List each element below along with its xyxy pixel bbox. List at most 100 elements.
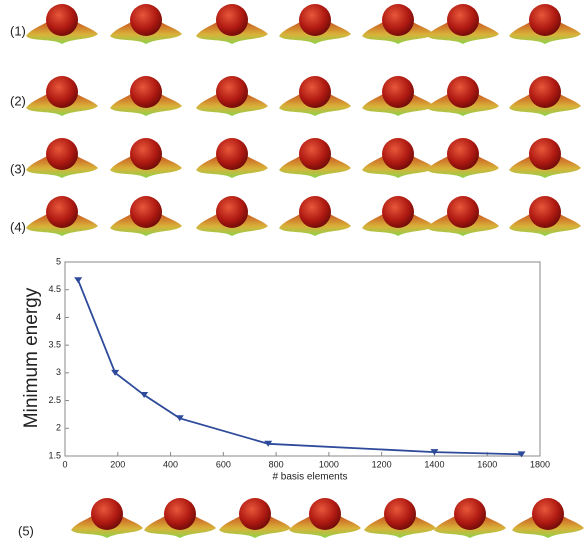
row-label: (1) [10,23,26,38]
shape-head [46,138,78,170]
shape-render [279,138,351,178]
shape-render [110,196,182,236]
data-marker [517,451,526,458]
shape-head [382,138,414,170]
shape-head [216,76,248,108]
data-line [77,279,522,456]
shape-render [289,498,361,538]
y-axis-label: Minimum energy [21,287,42,428]
data-marker [111,369,120,376]
shape-render [144,498,216,538]
shape-head [299,76,331,108]
shape-head [384,498,416,530]
y-tick-label: 3.5 [48,340,61,350]
data-marker [175,415,184,422]
shape-render [362,76,434,116]
shape-head [447,138,479,170]
shape-head [382,76,414,108]
shape-head [382,196,414,228]
row-label: (5) [18,523,34,538]
shape-head [454,498,486,530]
shape-head [299,196,331,228]
shape-render [279,76,351,116]
shape-render [26,196,98,236]
shape-head [216,196,248,228]
shape-render [26,4,98,44]
shape-head [529,138,561,170]
plot-frame [64,261,541,457]
shape-render [26,76,98,116]
x-tick-label: 800 [269,459,284,469]
y-tick-label: 2 [56,423,61,433]
shape-render [364,498,436,538]
row-label: (3) [10,161,26,176]
x-tick-label: 400 [163,459,178,469]
shape-head [529,196,561,228]
shape-render [427,196,499,236]
shape-render [362,196,434,236]
x-tick-label: 1000 [319,459,339,469]
shape-head [447,196,479,228]
y-tick-label: 4.5 [48,284,61,294]
shape-render [26,138,98,178]
shape-render [110,4,182,44]
x-tick-label: 1400 [424,459,444,469]
shape-head [447,76,479,108]
shape-render [427,76,499,116]
x-tick-label: 200 [110,459,125,469]
shape-head [532,498,564,530]
data-marker [264,440,273,447]
shape-head [130,196,162,228]
row-label: (4) [10,219,26,234]
shape-render [279,196,351,236]
y-tick-label: 5 [56,256,61,266]
shape-head [216,138,248,170]
shape-head [46,4,78,36]
shape-head [239,498,271,530]
x-tick-label: 600 [216,459,231,469]
x-tick-label: 1600 [477,459,497,469]
shape-head [216,4,248,36]
y-tick-label: 1.5 [48,450,61,460]
shape-head [164,498,196,530]
shape-render [509,4,581,44]
shape-render [110,76,182,116]
shape-head [382,4,414,36]
data-marker [74,277,83,284]
shape-head [299,138,331,170]
shape-head [130,76,162,108]
y-tick-label: 2.5 [48,395,61,405]
data-marker [430,449,439,456]
shape-head [46,76,78,108]
data-marker [140,392,149,399]
shape-render [71,498,143,538]
shape-render [196,138,268,178]
shape-render [362,4,434,44]
shape-render [362,138,434,178]
shape-render [219,498,291,538]
shape-head [309,498,341,530]
y-tick-label: 3 [56,367,61,377]
shape-render [509,196,581,236]
y-tick-label: 4 [56,312,61,322]
shape-head [529,4,561,36]
shape-render [196,76,268,116]
x-tick-label: 1800 [530,459,550,469]
shape-render [196,4,268,44]
shape-head [447,4,479,36]
shape-head [130,138,162,170]
shape-render [512,498,584,538]
shape-render [434,498,506,538]
shape-render [279,4,351,44]
shape-render [509,138,581,178]
shape-head [91,498,123,530]
shape-head [529,76,561,108]
shape-render [427,4,499,44]
x-tick-label: 1200 [372,459,392,469]
row-label: (2) [10,93,26,108]
shape-render [110,138,182,178]
shape-head [299,4,331,36]
shape-head [46,196,78,228]
shape-render [509,76,581,116]
